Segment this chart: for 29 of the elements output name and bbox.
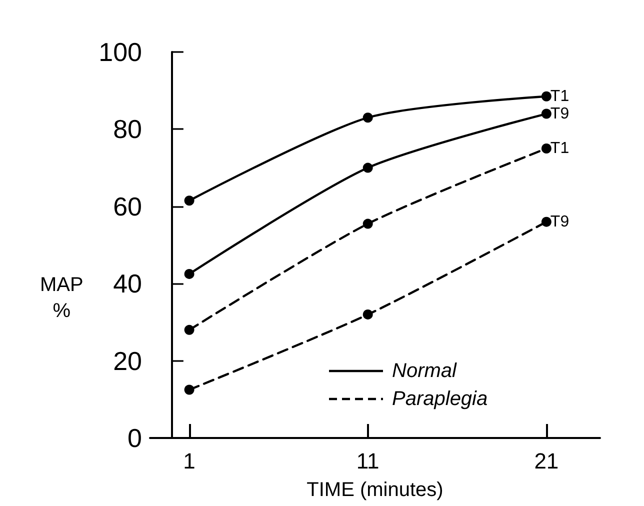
annotation: Paraplegia: [392, 388, 488, 410]
x-axis-title: TIME (minutes): [306, 479, 444, 501]
point: [184, 384, 194, 395]
series-label: T9: [550, 105, 570, 122]
y-tick-label: 80: [113, 114, 142, 144]
y-tick-label: 60: [113, 191, 142, 222]
point: [362, 162, 373, 173]
point: [541, 91, 552, 102]
y-axis-title: MAP %: [40, 273, 84, 324]
point: [541, 216, 552, 227]
point: [184, 268, 194, 279]
point: [541, 144, 552, 154]
y-tick-label: 0: [128, 423, 142, 453]
y-tick-label: 40: [113, 268, 142, 299]
point: [362, 112, 373, 123]
series-label: T1: [550, 140, 570, 157]
series-label: T9: [550, 213, 570, 230]
point: [541, 108, 552, 119]
annotation: Normal: [392, 360, 456, 382]
point: [362, 218, 373, 229]
x-tick-label: 21: [534, 448, 559, 474]
y-tick-label: 100: [98, 37, 142, 67]
x-tick-label: 11: [356, 448, 380, 474]
x-tick-label: 1: [183, 448, 196, 474]
point: [362, 309, 373, 320]
point: [184, 196, 194, 206]
series-label: T1: [550, 88, 570, 105]
y-tick-label: 20: [113, 346, 142, 376]
point: [184, 324, 194, 335]
